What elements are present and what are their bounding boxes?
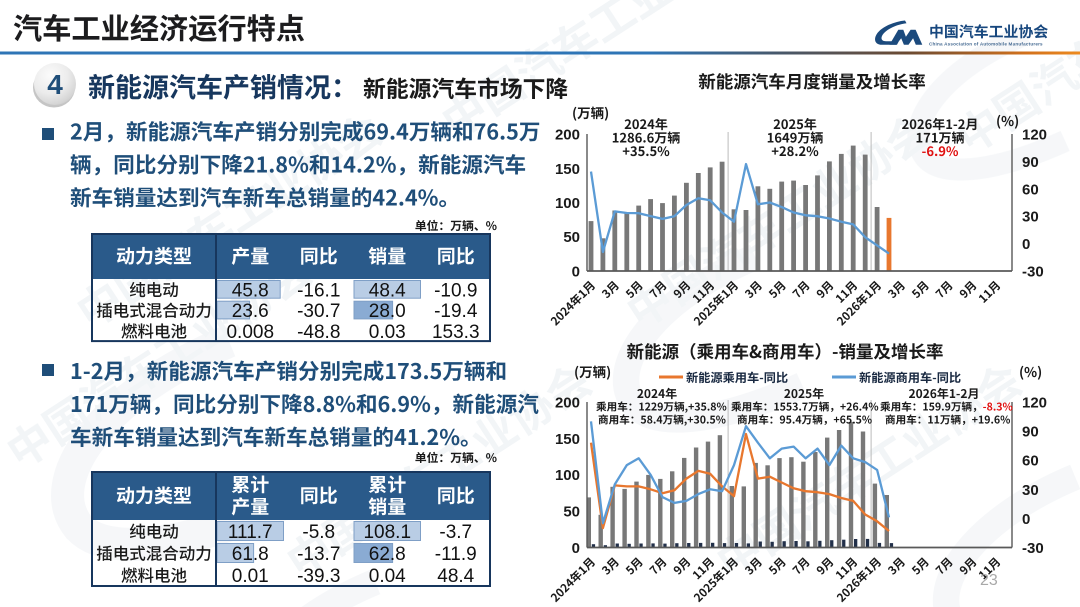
svg-text:60: 60	[1022, 453, 1039, 470]
svg-text:60: 60	[1022, 181, 1039, 198]
svg-text:28.0: 28.0	[369, 301, 406, 322]
svg-text:-5.8: -5.8	[302, 522, 335, 543]
svg-text:23.6: 23.6	[232, 301, 269, 322]
svg-text:100: 100	[555, 467, 580, 484]
svg-text:120: 120	[1022, 395, 1047, 412]
svg-text:30: 30	[1022, 209, 1039, 226]
svg-text:150: 150	[555, 161, 580, 178]
svg-text:0.008: 0.008	[226, 322, 274, 343]
svg-text:150: 150	[555, 431, 580, 448]
svg-text:China Association of Automobil: China Association of Automobile Manufact…	[929, 42, 1043, 47]
svg-text:0: 0	[572, 540, 580, 557]
svg-text:0: 0	[1022, 511, 1030, 528]
svg-text:200: 200	[555, 127, 580, 144]
svg-text:0.03: 0.03	[369, 322, 406, 343]
svg-text:48.4: 48.4	[369, 280, 406, 301]
svg-text:23: 23	[980, 572, 998, 589]
svg-text:-13.7: -13.7	[297, 544, 340, 565]
svg-text:0: 0	[572, 264, 580, 281]
svg-text:-16.1: -16.1	[297, 280, 340, 301]
svg-text:45.8: 45.8	[232, 280, 269, 301]
svg-text:50: 50	[563, 504, 580, 521]
svg-text:-3.7: -3.7	[439, 522, 472, 543]
svg-text:200: 200	[555, 395, 580, 412]
svg-text:62.8: 62.8	[369, 544, 406, 565]
svg-text:100: 100	[555, 195, 580, 212]
svg-text:108.1: 108.1	[363, 522, 411, 543]
svg-text:0.01: 0.01	[232, 566, 269, 587]
svg-text:48.4: 48.4	[437, 566, 474, 587]
svg-text:153.3: 153.3	[432, 322, 480, 343]
svg-text:90: 90	[1022, 424, 1039, 441]
svg-text:4: 4	[47, 69, 63, 100]
svg-text:50: 50	[563, 229, 580, 246]
svg-text:-39.3: -39.3	[297, 566, 340, 587]
svg-text:61.8: 61.8	[232, 544, 269, 565]
svg-text:-48.8: -48.8	[297, 322, 340, 343]
svg-text:-30: -30	[1022, 540, 1044, 557]
svg-text:-30: -30	[1022, 264, 1044, 281]
svg-text:30: 30	[1022, 482, 1039, 499]
svg-text:111.7: 111.7	[228, 522, 273, 543]
svg-text:-10.9: -10.9	[434, 280, 477, 301]
svg-text:120: 120	[1022, 127, 1047, 144]
svg-text:90: 90	[1022, 154, 1039, 171]
svg-text:0: 0	[1022, 236, 1030, 253]
svg-text:-11.9: -11.9	[435, 544, 477, 565]
svg-text:-19.4: -19.4	[434, 301, 478, 322]
svg-text:-30.7: -30.7	[297, 301, 340, 322]
svg-text:0.04: 0.04	[369, 566, 406, 587]
